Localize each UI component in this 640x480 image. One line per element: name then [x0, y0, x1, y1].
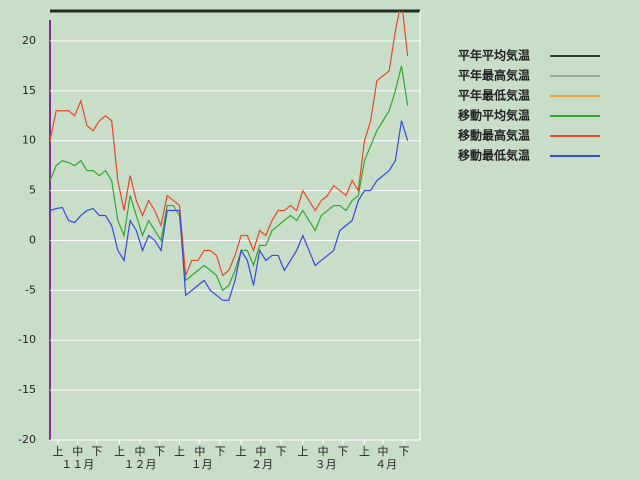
month-label: ２月 — [251, 458, 273, 471]
y-tick-label: -20 — [18, 433, 36, 446]
x-tick-label: 上 — [53, 445, 64, 458]
x-tick-label: 下 — [215, 445, 226, 458]
series-line — [50, 120, 409, 301]
legend-label: 移動平均気温 — [458, 108, 530, 123]
series-line — [50, 65, 409, 292]
x-tick-label: 下 — [398, 445, 409, 458]
legend-label: 移動最高気温 — [458, 128, 530, 143]
plot-area — [50, 11, 409, 301]
month-label: １２月 — [124, 458, 157, 471]
x-tick-label: 上 — [114, 445, 125, 458]
x-tick-label: 上 — [297, 445, 308, 458]
month-label: ３月 — [315, 458, 337, 471]
x-tick-label: 中 — [135, 445, 146, 458]
y-tick-label: 0 — [29, 233, 36, 246]
month-label: １月 — [191, 458, 213, 471]
month-label: １１月 — [61, 458, 94, 471]
y-tick-label: 15 — [22, 84, 36, 97]
y-tick-label: 20 — [22, 34, 36, 47]
y-tick-label: 10 — [22, 134, 36, 147]
x-tick-label: 上 — [174, 445, 185, 458]
month-label: ４月 — [375, 458, 397, 471]
y-tick-label: -10 — [18, 333, 36, 346]
x-tick-label: 下 — [91, 445, 102, 458]
series-line — [50, 11, 409, 277]
x-tick-label: 中 — [378, 445, 389, 458]
y-tick-label: -15 — [18, 383, 36, 396]
legend-label: 平年平均気温 — [458, 48, 530, 63]
x-tick-label: 中 — [318, 445, 329, 458]
legend-label: 移動最低気温 — [458, 148, 530, 163]
x-tick-label: 下 — [276, 445, 287, 458]
legend-label: 平年最高気温 — [458, 68, 530, 83]
x-tick-label: 中 — [194, 445, 205, 458]
y-tick-label: -5 — [25, 283, 36, 296]
x-tick-label: 下 — [154, 445, 165, 458]
x-tick-label: 上 — [359, 445, 370, 458]
x-tick-label: 上 — [236, 445, 247, 458]
y-tick-label: 5 — [29, 184, 36, 197]
legend-label: 平年最低気温 — [458, 88, 530, 103]
x-tick-label: 下 — [337, 445, 348, 458]
x-tick-label: 中 — [255, 445, 266, 458]
x-tick-label: 中 — [72, 445, 83, 458]
